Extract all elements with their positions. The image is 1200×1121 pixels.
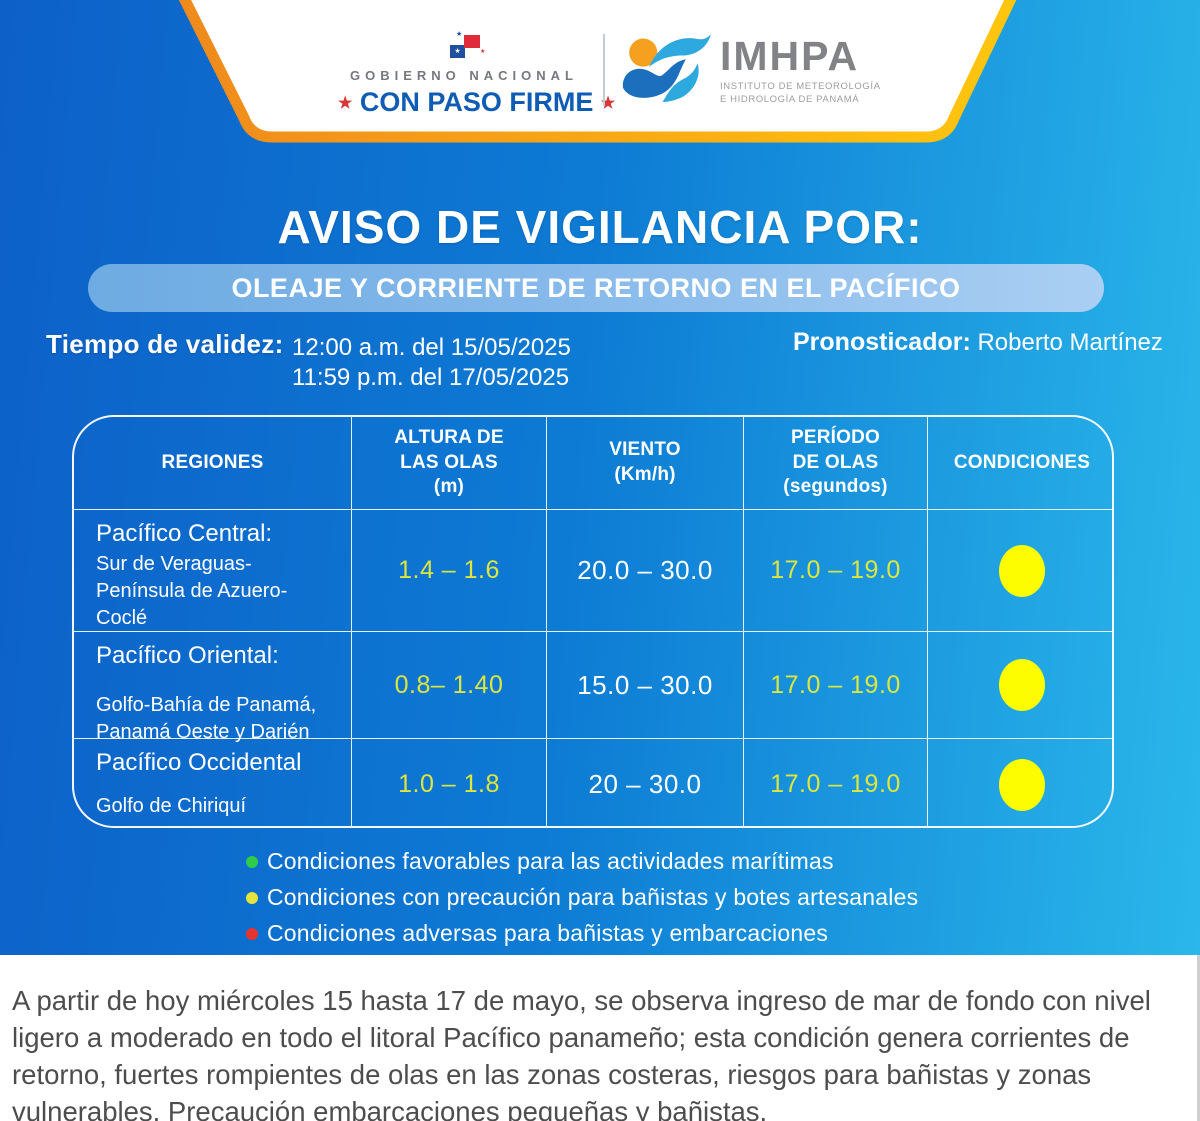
region-detail: Sur de Veraguas- Península de Azuero- Co…	[96, 553, 288, 629]
validity-to: 11:59 p.m. del 17/05/2025	[292, 364, 570, 391]
subtitle-banner: OLEAJE Y CORRIENTE DE RETORNO EN EL PACÍ…	[88, 264, 1104, 312]
legend-item-favorable: Condiciones favorables para las activida…	[246, 848, 918, 875]
condition-indicator-yellow	[999, 544, 1045, 597]
forecaster: Pronosticador: Roberto Martínez	[793, 328, 1163, 357]
region-title: Pacífico Oriental:	[96, 642, 279, 669]
region-detail: Golfo de Chiriquí	[96, 795, 247, 817]
table-row-region: Pacífico Oriental: Golfo-Bahía de Panamá…	[74, 632, 352, 743]
wave-period-value: 17.0 – 19.0	[744, 632, 928, 739]
gov-line1: GOBIERNO NACIONAL	[350, 68, 578, 83]
imhpa-sun-wave-icon	[622, 34, 712, 102]
imhpa-acronym: IMHPA	[720, 32, 860, 79]
wave-height-value: 1.0 – 1.8	[352, 739, 547, 826]
condition-indicator-yellow	[999, 758, 1045, 811]
imhpa-logo: IMHPA INSTITUTO DE METEOROLOGÍA E HIDROL…	[620, 32, 881, 110]
col-header-regiones: REGIONES	[74, 417, 352, 510]
region-title: Pacífico Occidental	[96, 749, 302, 776]
col-header-periodo: PERÍODO DE OLAS (segundos)	[744, 417, 928, 510]
header: ★ ★ ★ GOBIERNO NACIONAL ★ CON PASO FIRME…	[0, 0, 1200, 150]
page-title: AVISO DE VIGILANCIA POR:	[277, 201, 923, 253]
condition-indicator-yellow	[999, 659, 1045, 711]
gov-line2: ★ CON PASO FIRME ★	[338, 87, 616, 117]
government-logo: ★ ★ ★ GOBIERNO NACIONAL ★ CON PASO FIRME…	[338, 31, 616, 118]
footer-section: A partir de hoy miércoles 15 hasta 17 de…	[0, 955, 1200, 1121]
conditions-legend: Condiciones favorables para las activida…	[246, 848, 918, 947]
table-row-region: Pacífico Occidental Golfo de Chiriquí	[74, 739, 352, 826]
legend-item-precaucion: Condiciones con precaución para bañistas…	[246, 884, 918, 911]
wind-value: 20.0 – 30.0	[547, 510, 744, 632]
conditions-table: REGIONES ALTURA DE LAS OLAS (m) VIENTO (…	[72, 415, 1114, 828]
header-shape	[178, 0, 1017, 143]
validity-label: Tiempo de validez:	[46, 329, 284, 359]
star-icon: ★	[338, 95, 353, 112]
imhpa-text-block: IMHPA INSTITUTO DE METEOROLOGÍA E HIDROL…	[720, 32, 881, 107]
col-header-viento: VIENTO (Km/h)	[547, 417, 744, 510]
wind-value: 15.0 – 30.0	[547, 632, 744, 739]
blue-background: ★ ★ ★ GOBIERNO NACIONAL ★ CON PASO FIRME…	[0, 0, 1200, 955]
red-dot-icon	[246, 927, 258, 940]
condition-cell	[928, 510, 1112, 632]
col-header-condiciones: CONDICIONES	[928, 417, 1112, 510]
validity-from: 12:00 a.m. del 15/05/2025	[292, 334, 571, 361]
flag-star-red: ★	[480, 49, 486, 55]
legend-item-adversas: Condiciones adversas para bañistas y emb…	[246, 920, 918, 947]
region-detail: Golfo-Bahía de Panamá, Panamá Oeste y Da…	[96, 694, 317, 743]
condition-cell	[928, 632, 1112, 739]
legend-text: Condiciones con precaución para bañistas…	[267, 884, 919, 910]
wave-period-value: 17.0 – 19.0	[744, 739, 928, 826]
advisory-description: A partir de hoy miércoles 15 hasta 17 de…	[12, 985, 1151, 1121]
wind-value: 20 – 30.0	[547, 739, 744, 826]
flag-star-blue: ★	[456, 31, 463, 38]
flag-square-blue: ★	[450, 45, 465, 58]
wave-height-value: 0.8– 1.40	[352, 632, 547, 739]
condition-cell	[928, 739, 1112, 826]
legend-text: Condiciones favorables para las activida…	[267, 848, 834, 874]
table-row-region: Pacífico Central: Sur de Veraguas- Penín…	[74, 510, 352, 632]
yellow-dot-icon	[246, 891, 258, 904]
green-dot-icon	[246, 855, 258, 868]
logo-divider	[603, 34, 605, 106]
wave-period-value: 17.0 – 19.0	[744, 510, 928, 632]
legend-text: Condiciones adversas para bañistas y emb…	[267, 920, 829, 946]
panama-flag-icon: ★ ★ ★	[446, 31, 486, 60]
imhpa-subtitle: INSTITUTO DE METEOROLOGÍA E HIDROLOGÍA D…	[720, 80, 881, 105]
flag-square-red	[464, 35, 480, 48]
col-header-altura: ALTURA DE LAS OLAS (m)	[352, 417, 547, 510]
validity-dates: 12:00 a.m. del 15/05/2025 11:59 p.m. del…	[292, 333, 571, 393]
forecaster-label: Pronosticador:	[793, 328, 971, 356]
wave-height-value: 1.4 – 1.6	[352, 510, 547, 632]
forecaster-name: Roberto Martínez	[977, 329, 1163, 356]
region-title: Pacífico Central:	[96, 520, 273, 547]
